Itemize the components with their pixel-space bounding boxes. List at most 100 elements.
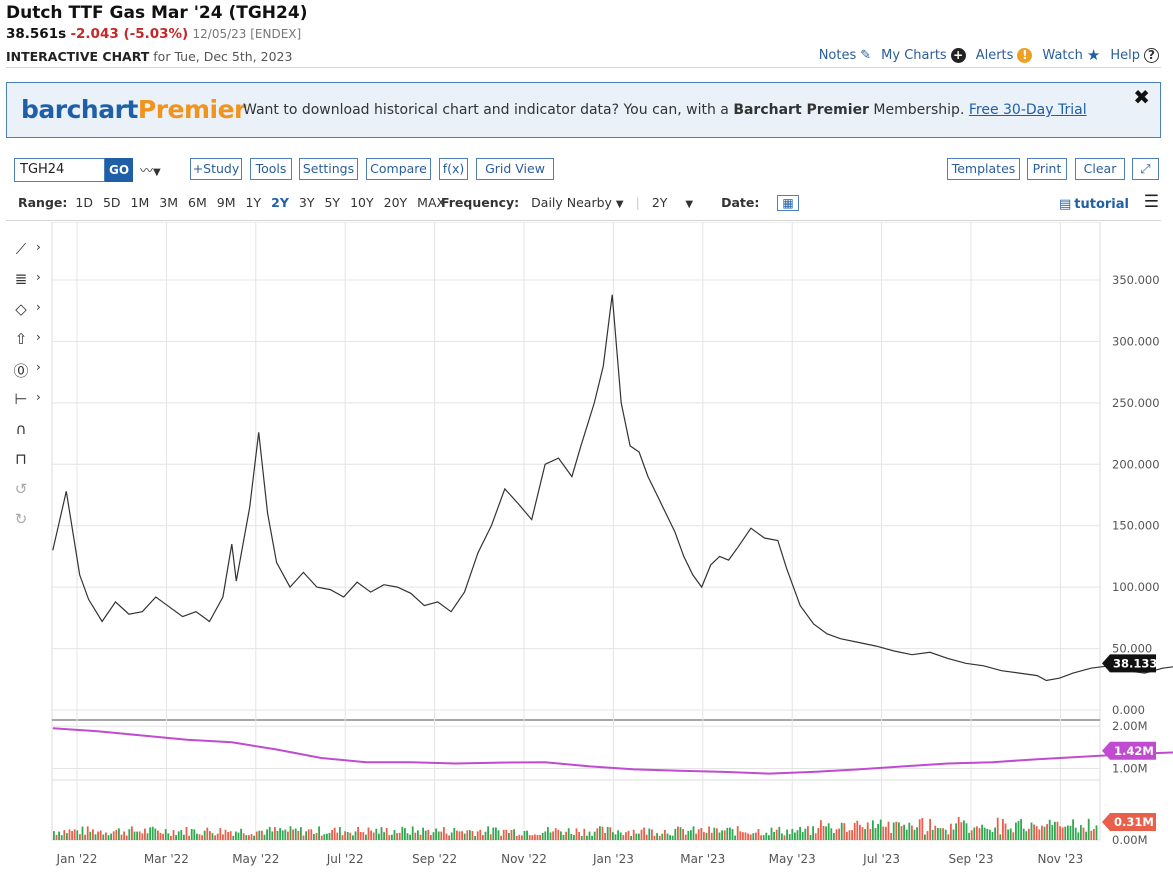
volume-bar (840, 822, 843, 840)
volume-bar (903, 824, 905, 840)
volume-bar (461, 831, 463, 840)
volume-bar (762, 835, 765, 840)
volume-bar (76, 830, 79, 840)
volume-bar (245, 835, 248, 840)
range-option[interactable]: 1D (75, 195, 93, 210)
templates-button[interactable]: Templates (947, 158, 1020, 180)
close-icon[interactable]: ✖ (1133, 85, 1150, 109)
volume-bar (994, 827, 996, 840)
settings-button[interactable]: Settings (299, 158, 358, 180)
volume-bar (266, 829, 268, 840)
range-option[interactable]: 6M (188, 195, 207, 210)
volume-bar (627, 830, 630, 840)
volume-bar (926, 831, 929, 840)
annotation-tool[interactable]: ⓪ › (10, 360, 50, 382)
volume-bar (827, 823, 830, 840)
volume-bar (895, 821, 898, 840)
volume-bar (916, 827, 918, 840)
volume-bar (456, 830, 458, 840)
trendline-tool[interactable]: ⟋ › (10, 240, 50, 262)
chart-type-dropdown[interactable]: 〰▼ (140, 160, 161, 179)
study-button[interactable]: +Study (190, 158, 242, 180)
volume-bar (567, 828, 570, 840)
calendar-icon[interactable]: ▦ (777, 195, 799, 211)
volume-bar (817, 828, 820, 840)
grid-view-button[interactable]: Grid View (476, 158, 554, 180)
watch-link[interactable]: Watch ★ (1042, 46, 1100, 64)
compare-button[interactable]: Compare (366, 158, 431, 180)
volume-bar (708, 826, 710, 840)
volume-bar (833, 833, 835, 840)
notes-link[interactable]: Notes ✎ (819, 48, 871, 63)
range-option[interactable]: 3M (159, 195, 179, 210)
volume-bar (1090, 830, 1093, 840)
range-option[interactable]: 20Y (383, 195, 408, 210)
redo-tool[interactable]: ↻ (10, 510, 50, 532)
last-price-marker (1102, 654, 1156, 673)
range-option[interactable]: 1Y (245, 195, 262, 210)
volume-bar (279, 828, 281, 840)
volume-bar (557, 829, 560, 840)
volume-bar (422, 827, 424, 840)
alerts-link[interactable]: Alerts! (976, 47, 1033, 63)
my-charts-link[interactable]: My Charts + (881, 47, 966, 63)
volume-bar (796, 830, 799, 840)
unlock-icon: ⊓ (15, 450, 27, 468)
clear-button[interactable]: Clear (1075, 158, 1125, 180)
volume-bar (755, 832, 757, 840)
range-option[interactable]: 1M (130, 195, 150, 210)
volume-bar (983, 827, 986, 840)
magnet-tool[interactable]: ∩ (10, 420, 50, 442)
volume-bar (1004, 823, 1007, 840)
go-button[interactable]: GO (105, 158, 133, 182)
volume-bar (653, 835, 656, 840)
range-option[interactable]: 10Y (350, 195, 374, 210)
volume-bar (877, 823, 879, 840)
period-select[interactable]: 2Y ▼ (651, 195, 694, 210)
free-trial-link[interactable]: Free 30-Day Trial (968, 102, 1087, 118)
volume-bar (211, 833, 214, 840)
volume-bar (346, 832, 349, 840)
range-option[interactable]: 2Y (271, 195, 289, 210)
volume-bar (1033, 824, 1035, 840)
volume-bar (237, 832, 240, 840)
volume-bar (781, 833, 783, 840)
range-option[interactable]: 9M (216, 195, 236, 210)
fibonacci-tool[interactable]: ≣ › (10, 270, 50, 292)
volume-bar (536, 834, 539, 840)
undo-tool[interactable]: ↺ (10, 480, 50, 502)
volume-bar (84, 834, 86, 840)
price-tick-label: 50.000 (1112, 642, 1152, 656)
range-option[interactable]: 5D (102, 195, 121, 210)
fibonacci-icon: ≣ (14, 270, 28, 288)
tools-button[interactable]: Tools (250, 158, 292, 180)
range-option[interactable]: 5Y (324, 195, 341, 210)
menu-icon[interactable]: ☰ (1143, 192, 1159, 212)
symbol-input[interactable]: TGH24 (14, 158, 105, 182)
print-button[interactable]: Print (1027, 158, 1067, 180)
frequency-select[interactable]: Daily Nearby ▼ (531, 195, 624, 210)
volume-bar (198, 834, 201, 840)
expand-icon[interactable]: ⤢ (1132, 158, 1159, 180)
volume-bar (300, 827, 302, 840)
volume-bar (526, 830, 528, 840)
range-option[interactable]: 3Y (298, 195, 315, 210)
volume-bar (302, 835, 305, 840)
arrow-tool[interactable]: ⇧ › (10, 330, 50, 352)
volume-bar (437, 831, 440, 840)
shapes-tool[interactable]: ◇ › (10, 300, 50, 322)
volume-bar (861, 827, 864, 840)
price-chart[interactable]: Jan '22 Mar '22 May '22 Jul '22 Sep '22 Nov '… (0, 222, 1173, 886)
volume-bar (1061, 827, 1064, 840)
open-interest-line (52, 727, 1173, 775)
range-option[interactable]: MAX (417, 195, 446, 210)
measure-tool[interactable]: ⊢ › (10, 390, 50, 412)
volume-bar (978, 828, 981, 840)
fx-button[interactable]: f(x) (439, 158, 468, 180)
help-link[interactable]: Help? (1110, 47, 1159, 63)
volume-bar (713, 827, 716, 840)
volume-bar (690, 830, 692, 840)
lock-tool[interactable]: ⊓ (10, 450, 50, 472)
tutorial-link[interactable]: ▤ tutorial (1058, 197, 1129, 212)
chevron-right-icon: › (36, 270, 41, 284)
